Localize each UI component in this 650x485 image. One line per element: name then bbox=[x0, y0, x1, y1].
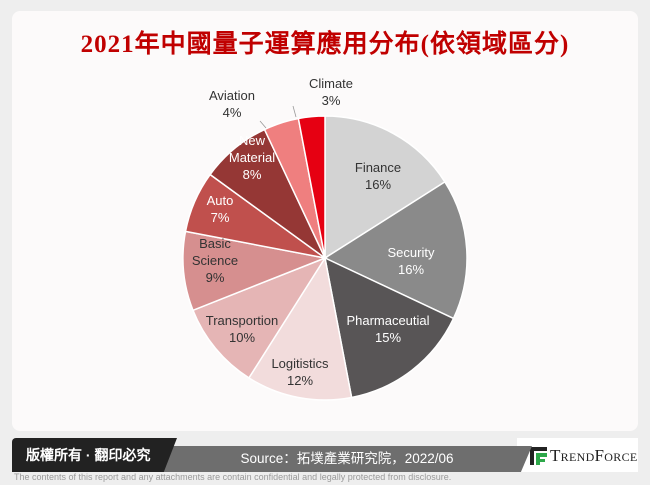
slice-label-basic-science: Basic Science 9% bbox=[192, 236, 238, 285]
slice-label-auto: Auto 7% bbox=[207, 193, 234, 225]
pie-slice-pharmaceutial bbox=[323, 256, 455, 399]
pie-slice-climate bbox=[297, 115, 326, 259]
footer: TrendForce Source：拓墣產業研究院，2022/06 版權所有 ·… bbox=[12, 438, 638, 472]
pie-slice-security bbox=[323, 180, 468, 320]
slice-value: 16% bbox=[365, 177, 391, 192]
leader-line bbox=[292, 105, 297, 118]
slice-name: Science bbox=[192, 253, 238, 268]
slice-value: 8% bbox=[243, 167, 262, 182]
slice-label-transportion: Transportion 10% bbox=[206, 313, 279, 345]
slice-value: 7% bbox=[211, 210, 230, 225]
slice-label-climate: Climate 3% bbox=[309, 76, 353, 108]
slice-value: 16% bbox=[398, 262, 424, 277]
source-text: Source：拓墣產業研究院，2022/06 bbox=[162, 446, 532, 472]
slice-name: Security bbox=[388, 245, 435, 260]
disclaimer-text: The contents of this report and any atta… bbox=[14, 472, 452, 482]
pie-slice-transportion bbox=[191, 256, 327, 379]
copyright-text: 版權所有 · 翻印必究 bbox=[12, 438, 177, 472]
slice-label-finance: Finance 16% bbox=[355, 160, 401, 192]
slice-name: Auto bbox=[207, 193, 234, 208]
brand-name: TrendForce bbox=[550, 446, 638, 465]
slice-name: Logitistics bbox=[271, 356, 329, 371]
pie-slice-finance bbox=[324, 115, 446, 260]
slice-value: 9% bbox=[206, 270, 225, 285]
slice-name: Transportion bbox=[206, 313, 279, 328]
slice-name: Material bbox=[229, 150, 275, 165]
leader-line bbox=[259, 120, 267, 129]
trendforce-logo-icon bbox=[527, 447, 547, 465]
slice-name: Basic bbox=[199, 236, 231, 251]
slice-value: 10% bbox=[229, 330, 255, 345]
slice-name: Aviation bbox=[209, 88, 255, 103]
slice-name: Finance bbox=[355, 160, 401, 175]
slice-name: Climate bbox=[309, 76, 353, 91]
slice-label-security: Security 16% bbox=[388, 245, 435, 277]
slice-value: 15% bbox=[375, 330, 401, 345]
slice-name: New bbox=[239, 133, 266, 148]
slice-label-pharmaceutial: Pharmaceutial 15% bbox=[346, 313, 429, 345]
slice-label-logitistics: Logitistics 12% bbox=[271, 356, 329, 388]
slice-label-new-material: New Material 8% bbox=[229, 133, 275, 182]
slice-label-aviation: Aviation 4% bbox=[209, 88, 255, 120]
slice-value: 4% bbox=[223, 105, 242, 120]
slice-name: Pharmaceutial bbox=[346, 313, 429, 328]
chart-title: 2021年中國量子運算應用分布(依領域區分) bbox=[80, 31, 570, 58]
pie-slice-logitistics bbox=[247, 255, 353, 401]
brand-logo: TrendForce bbox=[517, 438, 638, 472]
slice-value: 12% bbox=[287, 373, 313, 388]
slice-value: 3% bbox=[322, 93, 341, 108]
pie-slice-basic-science bbox=[182, 230, 328, 312]
